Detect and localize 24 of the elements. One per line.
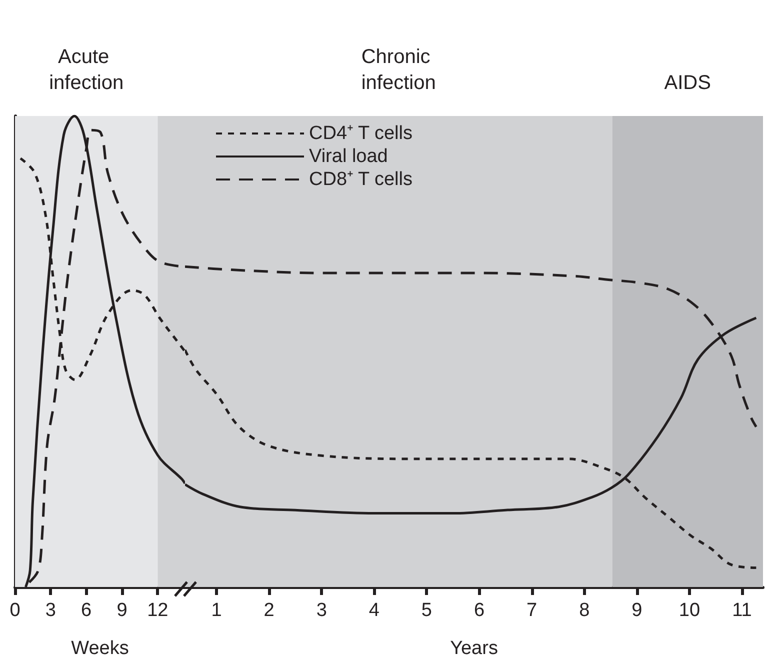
x-tick-label: 2 — [264, 600, 274, 621]
x-tick-label: 5 — [421, 600, 432, 621]
x-tick-label: 9 — [632, 600, 642, 621]
x-axis-title: Weeks — [71, 638, 129, 659]
x-tick-label: 3 — [316, 600, 327, 621]
x-tick-label: 7 — [526, 600, 538, 621]
band-label: Chronic infection — [361, 46, 436, 94]
x-tick-label: 4 — [368, 600, 380, 621]
x-tick-label: 6 — [474, 600, 485, 621]
x-tick-label: 6 — [81, 600, 92, 621]
x-tick-label: 1 — [211, 600, 222, 621]
x-tick-label: 0 — [10, 600, 20, 621]
x-tick-label: 11 — [732, 600, 752, 621]
band-label: Acute infection — [49, 46, 124, 94]
x-tick-label: 3 — [45, 600, 56, 621]
x-axis-title: Years — [450, 638, 498, 659]
x-tick-label: 10 — [678, 600, 700, 621]
x-tick-label: 12 — [147, 600, 168, 621]
legend-label: CD4⁺ T cells — [309, 123, 412, 144]
x-tick-label: 8 — [579, 600, 590, 621]
band-label: AIDS — [664, 72, 711, 94]
x-tick-label: 9 — [116, 600, 128, 621]
legend-label: Viral load — [309, 146, 388, 167]
legend-label: CD8⁺ T cells — [309, 169, 412, 190]
